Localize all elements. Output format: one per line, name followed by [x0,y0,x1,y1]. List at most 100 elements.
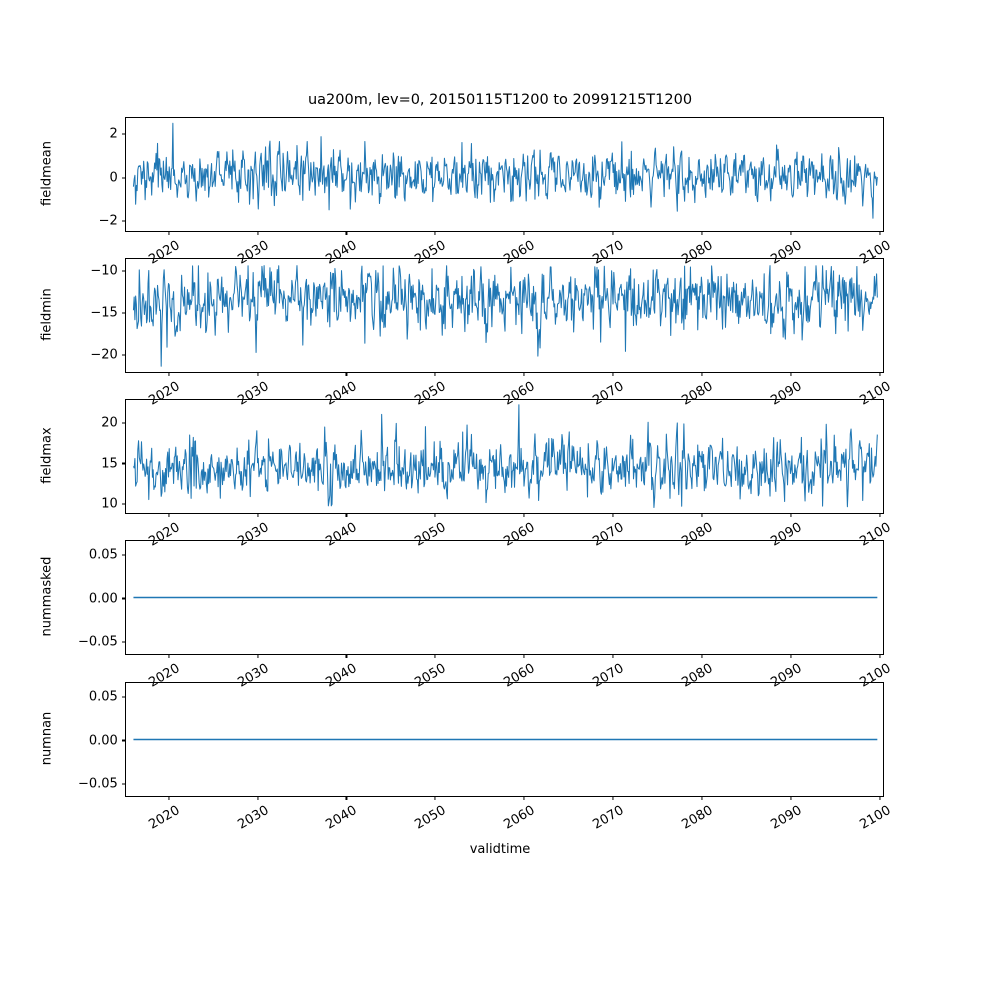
x-tick-nummasked-4 [523,654,525,659]
figure-title: ua200m, lev=0, 20150115T1200 to 20991215… [307,92,693,108]
x-tick-mark [256,231,259,236]
x-tick-fieldmin-7 [790,372,792,377]
x-tick-mark [434,796,436,801]
subplot-fieldmin: −10 −15 −20 2020 2030 2040 2050 2060 2070 2080 209… [90,258,893,409]
x-tick-mark [345,372,347,377]
x-tick-label-numnan-4: 2060 [501,803,538,833]
subplot-fieldmean: 2 0 −2 2020 2030 2040 2050 2060 2070 2080 2090 2100 [99,117,893,268]
x-tick-mark [790,372,792,377]
x-tick-mark [345,654,347,659]
x-tick-mark [701,513,703,518]
y-tick-mark [121,597,126,600]
series-canvas-numnan [133,738,878,741]
x-tick-numnan-3 [434,796,436,801]
x-tick-mark [612,513,614,518]
y-tick-mark [121,783,126,785]
x-tick-fieldmin-3 [434,372,436,377]
y-tick-label: −20 [90,347,118,363]
x-tick-mark [345,513,347,518]
x-tick-nummasked-5 [612,654,614,659]
x-tick-numnan-5 [612,796,614,801]
y-tick-mark [121,503,126,505]
x-tick-fieldmax-6 [701,513,703,518]
y-tick-mark [121,554,126,556]
x-tick-numnan-1 [256,796,259,801]
y-tick-fieldmin-1: −15 [90,306,126,319]
y-tick-label: −15 [90,305,118,321]
x-tick-mark [879,372,881,377]
x-tick-mark [256,372,259,377]
x-tick-label-numnan-8: 2100 [856,803,894,833]
x-tick-numnan-6 [701,796,703,801]
subplot-nummasked: 0.05 0.00 −0.05 2020 2030 2040 2050 2060 2070 208… [78,540,893,691]
x-tick-nummasked-0 [168,654,170,659]
y-tick-fieldmean-1: 0 [110,171,126,184]
y-axis-label-fieldmean: fieldmean [39,140,55,206]
x-tick-numnan-2 [345,796,347,801]
subplot-fieldmax: 20 15 10 2020 2030 2040 2050 2060 2070 2080 2090 21… [101,399,893,550]
x-tick-label-numnan-0: 2020 [145,803,183,833]
x-tick-label-numnan-2: 2040 [323,803,360,833]
x-tick-mark [523,513,525,518]
x-tick-mark [523,372,525,377]
y-axis-label-fieldmin: fieldmin [39,287,55,341]
x-tick-mark [434,372,436,377]
x-tick-mark [790,513,792,518]
x-tick-mark [790,796,792,801]
x-tick-label-numnan-1: 2030 [234,803,272,833]
x-tick-label-numnan-6: 2080 [679,803,716,833]
y-tick-fieldmin-0: −10 [90,264,126,277]
x-tick-fieldmax-7 [790,513,792,518]
y-tick-label: −0.05 [77,776,118,792]
y-tick-label: 0 [109,170,118,186]
y-tick-label: 10 [101,496,118,512]
y-tick-fieldmax-0: 20 [101,417,126,430]
y-tick-label: −2 [98,213,118,229]
x-tick-label-numnan-7: 2090 [768,803,805,833]
y-tick-mark [121,220,126,222]
series-canvas-fieldmax [132,404,878,508]
x-tick-fieldmax-5 [612,513,614,518]
y-axis-label-fieldmax: fieldmax [39,426,55,484]
x-tick-numnan-7 [790,796,792,801]
x-tick-mark [523,654,525,659]
x-tick-label-numnan-5: 2070 [590,803,627,833]
y-tick-label: 15 [101,456,118,472]
x-tick-mark [434,654,436,659]
x-tick-fieldmin-6 [701,372,703,377]
x-tick-fieldmax-0 [168,513,170,518]
x-tick-mark [790,231,792,236]
x-tick-mark [345,231,347,236]
x-tick-mark [879,231,881,236]
x-tick-fieldmin-8 [879,372,881,377]
x-tick-nummasked-8 [879,654,881,659]
y-axis-label-nummasked: nummasked [39,556,55,636]
y-tick-mark [121,354,126,356]
x-tick-fieldmin-2 [345,372,347,377]
x-tick-nummasked-7 [790,654,792,659]
x-tick-mark [168,231,170,236]
x-tick-label-numnan-3: 2050 [412,803,449,833]
x-tick-mark [612,231,614,236]
x-tick-mark [612,654,614,659]
y-tick-mark [121,133,126,135]
x-tick-fieldmean-0 [168,231,170,236]
x-tick-fieldmax-3 [434,513,436,518]
y-tick-mark [121,422,126,424]
y-tick-mark [121,270,126,272]
x-tick-mark [523,796,525,801]
x-tick-mark [168,796,170,801]
x-tick-mark [701,231,703,236]
x-tick-fieldmean-8 [879,231,881,236]
x-tick-mark [879,654,881,659]
subplot-numnan: 0.05 0.00 −0.05 2020 2030 2040 2050 2060 2070 208… [78,682,893,833]
x-tick-fieldmax-4 [523,513,525,518]
y-tick-mark [121,739,126,742]
x-tick-fieldmean-6 [701,231,703,236]
y-tick-mark [121,462,126,465]
y-tick-fieldmin-2: −20 [90,348,126,361]
y-tick-mark [121,177,126,179]
x-tick-fieldmin-1 [256,372,259,377]
series-canvas-nummasked [133,596,878,599]
